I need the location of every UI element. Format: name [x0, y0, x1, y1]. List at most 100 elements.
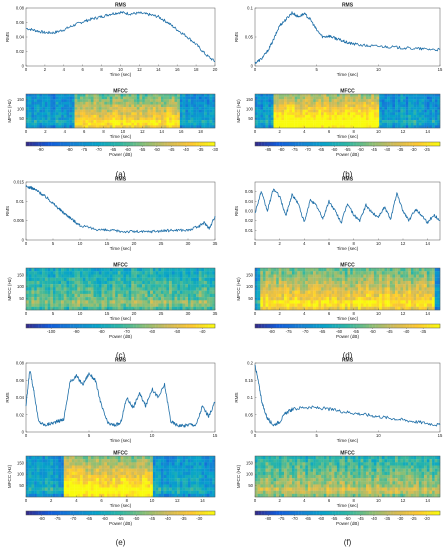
- mfcc-cell: [206, 284, 210, 288]
- mfcc-cell: [58, 271, 62, 275]
- mfcc-cell: [26, 284, 29, 288]
- mfcc-cell: [26, 114, 29, 118]
- mfcc-cell: [117, 490, 121, 494]
- mfcc-cell: [101, 468, 105, 472]
- mfcc-cell: [188, 268, 191, 272]
- mfcc-cell: [265, 112, 269, 116]
- mfcc-cell: [53, 101, 56, 105]
- mfcc-cell: [47, 94, 51, 97]
- mfcc-cell: [66, 481, 70, 485]
- mfcc-cell: [134, 493, 137, 498]
- mfcc-cell: [158, 125, 162, 129]
- mfcc-cell: [342, 268, 345, 272]
- mfcc-cell: [136, 268, 140, 272]
- mfcc-cell: [262, 120, 266, 123]
- mfcc-cell: [166, 274, 170, 278]
- mfcc-cell: [188, 109, 191, 113]
- mfcc-cell: [292, 94, 295, 97]
- mfcc-cell: [115, 104, 118, 108]
- colorbar-segment: [307, 324, 311, 328]
- mfcc-cell: [310, 290, 314, 294]
- mfcc-cell: [42, 117, 46, 121]
- mfcc-cell: [347, 107, 351, 110]
- mfcc-cell: [109, 274, 113, 278]
- mfcc-cell: [115, 274, 118, 278]
- mfcc-cell: [69, 94, 73, 97]
- mfcc-cell: [413, 125, 417, 129]
- mfcc-cell: [315, 101, 319, 105]
- mfcc-cell: [123, 462, 127, 466]
- mfcc-cell: [381, 297, 385, 301]
- mfcc-cell: [42, 303, 46, 307]
- mfcc-cell: [155, 109, 159, 113]
- mfcc-cell: [331, 114, 335, 118]
- mfcc-cell: [152, 471, 156, 476]
- mfcc-cell: [281, 99, 285, 102]
- mfcc-cell: [71, 459, 75, 463]
- mfcc-cell: [392, 306, 396, 311]
- mfcc-cell: [107, 280, 110, 285]
- mfcc-cell: [98, 303, 102, 307]
- mfcc-cell: [358, 122, 361, 126]
- mfcc-cell: [150, 487, 154, 491]
- mfcc-cell: [101, 104, 105, 108]
- mfcc-cell: [405, 96, 409, 100]
- mfcc-cell: [90, 474, 94, 479]
- mfcc-cell: [131, 456, 135, 460]
- mfcc-cell: [150, 456, 154, 460]
- mfcc-cell: [109, 122, 113, 126]
- mfcc-cell: [429, 271, 433, 275]
- mfcc-cell: [101, 274, 105, 278]
- mfcc-cell: [313, 303, 316, 307]
- mfcc-cell: [421, 306, 425, 311]
- mfcc-cell: [331, 125, 335, 129]
- mfcc-cell: [193, 109, 197, 113]
- mfcc-cell: [128, 293, 132, 298]
- mfcc-cell: [161, 112, 164, 116]
- mfcc-cell: [336, 303, 340, 307]
- mfcc-cell: [115, 306, 118, 311]
- mfcc-cell: [389, 120, 393, 123]
- mfcc-cell: [268, 303, 271, 307]
- mfcc-cell: [139, 125, 143, 129]
- mfcc-cell: [292, 109, 295, 113]
- mfcc-cell: [392, 274, 396, 278]
- mfcc-cell: [131, 277, 135, 282]
- mfcc-cell: [429, 109, 433, 113]
- mfcc-cell: [66, 125, 70, 129]
- mfcc-cell: [339, 268, 343, 272]
- mfcc-cell: [163, 125, 167, 129]
- mfcc-cell: [104, 474, 108, 479]
- mfcc-cell: [125, 490, 129, 494]
- rms-y-tick-label: 0.01: [16, 199, 25, 204]
- colorbar-segment: [129, 324, 134, 328]
- mfcc-cell: [58, 287, 62, 291]
- mfcc-cell: [63, 459, 67, 463]
- mfcc-cell: [98, 117, 102, 121]
- mfcc-cell: [109, 481, 113, 485]
- mfcc-cell: [117, 487, 121, 491]
- colorbar-segment: [390, 142, 394, 146]
- mfcc-cell: [128, 122, 132, 126]
- mfcc-cell: [198, 287, 202, 291]
- mfcc-cell: [204, 125, 208, 129]
- mfcc-cell: [209, 303, 213, 307]
- mfcc-cell: [376, 94, 380, 97]
- mfcc-cell: [323, 125, 327, 129]
- mfcc-cell: [418, 125, 422, 129]
- mfcc-cell: [297, 287, 301, 291]
- mfcc-cell: [196, 293, 199, 298]
- mfcc-cell: [66, 284, 70, 288]
- mfcc-cell: [112, 268, 116, 272]
- mfcc-cell: [297, 284, 301, 288]
- mfcc-cell: [93, 481, 97, 485]
- mfcc-cell: [302, 117, 306, 121]
- mfcc-cell: [262, 300, 266, 304]
- mfcc-cell: [155, 96, 159, 100]
- mfcc-y-label: MFCC (Hz): [7, 99, 12, 123]
- mfcc-cell: [373, 268, 377, 272]
- mfcc-cell: [265, 284, 269, 288]
- mfcc-cell: [416, 114, 419, 118]
- colorbar-segment: [38, 324, 42, 328]
- mfcc-cell: [292, 277, 295, 282]
